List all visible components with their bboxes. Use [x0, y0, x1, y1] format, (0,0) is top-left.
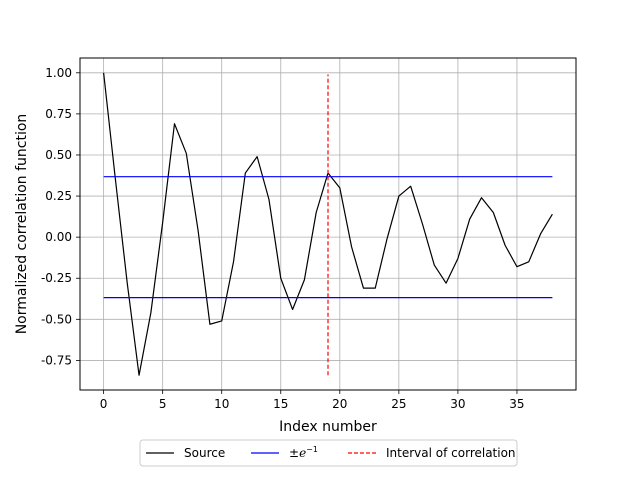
y-tick-label: 0.75 [45, 107, 72, 121]
y-tick-label: 0.25 [45, 189, 72, 203]
x-tick-label: 0 [100, 397, 108, 411]
legend: Source ±e−1 Interval of correlation [139, 439, 518, 467]
legend-box [139, 439, 518, 467]
legend-source-label: Source [184, 446, 225, 460]
x-tick-label: 10 [214, 397, 229, 411]
legend-e-base: e [299, 446, 306, 460]
x-tick-label: 5 [159, 397, 167, 411]
axis-ticks: 0 5 10 15 20 25 30 35 1.00 0.75 0.50 0.25 0.00 -0.25 -… [41, 66, 525, 411]
y-tick-label: 1.00 [45, 66, 72, 80]
y-axis-label: Normalized correlation function [14, 114, 30, 335]
x-tick-label: 35 [509, 397, 524, 411]
y-tick-label: -0.75 [41, 353, 72, 367]
x-tick-label: 25 [391, 397, 406, 411]
legend-e-prefix: ± [289, 446, 299, 460]
x-tick-label: 20 [332, 397, 347, 411]
plot-frame [79, 57, 577, 391]
y-tick-label: -0.25 [41, 271, 72, 285]
y-tick-label: 0.00 [45, 230, 72, 244]
y-tick-label: 0.50 [45, 148, 72, 162]
legend-interval-label: Interval of correlation [386, 446, 516, 460]
series-lines [103, 72, 553, 376]
legend-e-exp: −1 [306, 445, 318, 454]
y-tick-label: -0.50 [41, 312, 72, 326]
x-tick-label: 15 [273, 397, 288, 411]
legend-e-label: ±e−1 [289, 445, 318, 460]
x-axis-label: Index number [279, 419, 377, 435]
x-tick-label: 30 [450, 397, 465, 411]
